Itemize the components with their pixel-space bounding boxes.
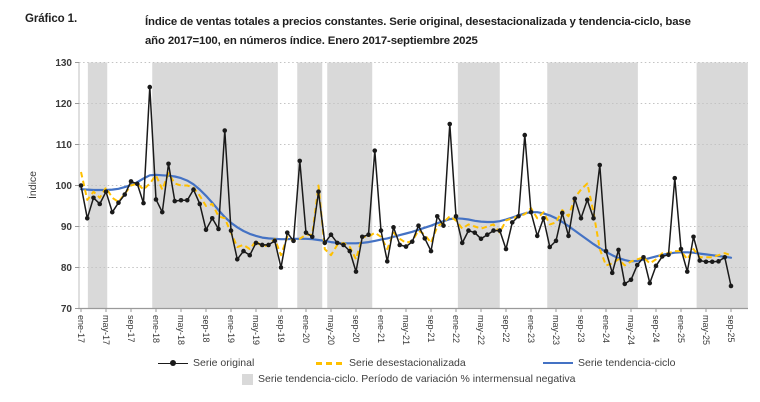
chart-title: Índice de ventas totales a precios const… <box>145 13 757 50</box>
chart-title-line1: Índice de ventas totales a precios const… <box>145 16 691 28</box>
legend-item-serie-desestacionalizada: Serie desestacionalizada <box>316 357 466 369</box>
svg-text:ene-20: ene-20 <box>301 315 311 343</box>
svg-text:ene-19: ene-19 <box>226 315 236 343</box>
svg-text:may-18: may-18 <box>176 315 186 345</box>
svg-text:may-20: may-20 <box>326 315 336 345</box>
y-tick-labels: 70 80 90 100 110 120 130 <box>55 58 72 315</box>
svg-text:110: 110 <box>56 140 73 151</box>
serie-original-markers <box>78 84 734 289</box>
svg-text:may-22: may-22 <box>476 315 486 345</box>
svg-text:sep-19: sep-19 <box>276 315 286 343</box>
serie-tendencia-ciclo-line <box>79 173 733 263</box>
svg-text:ene-24: ene-24 <box>601 315 611 343</box>
serie-tendencia-ciclo-swatch <box>543 361 573 365</box>
gridlines <box>79 62 748 268</box>
svg-text:ene-23: ene-23 <box>526 315 536 343</box>
svg-text:100: 100 <box>55 181 72 192</box>
x-tick-labels: ene-17 may-17 sep-17 ene-18 may-18 sep-18 ene-… <box>76 315 736 345</box>
legend-item-bands: Serie tendencia-ciclo. Período de variac… <box>242 373 576 385</box>
svg-text:sep-18: sep-18 <box>201 315 211 343</box>
svg-text:ene-25: ene-25 <box>676 315 686 343</box>
svg-text:90: 90 <box>61 222 73 233</box>
svg-text:may-19: may-19 <box>251 315 261 345</box>
svg-text:may-17: may-17 <box>101 315 111 345</box>
svg-text:may-25: may-25 <box>701 315 711 345</box>
svg-text:ene-22: ene-22 <box>451 315 461 343</box>
svg-text:sep-25: sep-25 <box>726 315 736 343</box>
svg-text:ene-18: ene-18 <box>151 315 161 343</box>
svg-text:ene-21: ene-21 <box>376 315 386 343</box>
svg-text:120: 120 <box>55 99 72 110</box>
legend-item-serie-tendencia-ciclo: Serie tendencia-ciclo <box>543 357 675 369</box>
svg-text:sep-21: sep-21 <box>426 315 436 343</box>
serie-desestacionalizada-swatch <box>316 361 344 365</box>
legend-item-serie-original: Serie original <box>158 357 254 369</box>
svg-text:may-24: may-24 <box>626 315 636 345</box>
svg-text:130: 130 <box>55 58 72 69</box>
svg-text:sep-22: sep-22 <box>501 315 511 343</box>
serie-desestacionalizada-line <box>80 171 732 267</box>
svg-text:70: 70 <box>61 304 73 315</box>
legend-label-serie-desestacionalizada: Serie desestacionalizada <box>349 357 466 369</box>
legend-label-serie-original: Serie original <box>193 357 255 369</box>
svg-text:80: 80 <box>61 263 73 274</box>
svg-text:sep-17: sep-17 <box>126 315 136 343</box>
legend-label-bands: Serie tendencia-ciclo. Período de variac… <box>258 373 576 385</box>
svg-text:may-21: may-21 <box>401 315 411 345</box>
svg-text:sep-23: sep-23 <box>576 315 586 343</box>
svg-text:ene-17: ene-17 <box>76 315 86 343</box>
svg-text:sep-24: sep-24 <box>651 315 661 343</box>
svg-text:may-23: may-23 <box>551 315 561 345</box>
legend-label-serie-tendencia-ciclo: Serie tendencia-ciclo <box>578 357 676 369</box>
chart-title-line2: año 2017=100, en números índice. Enero 2… <box>145 34 478 47</box>
figure-label: Gráfico 1. <box>25 13 78 25</box>
band-swatch <box>242 373 253 385</box>
serie-original-swatch <box>158 360 188 367</box>
svg-text:sep-20: sep-20 <box>351 315 361 343</box>
